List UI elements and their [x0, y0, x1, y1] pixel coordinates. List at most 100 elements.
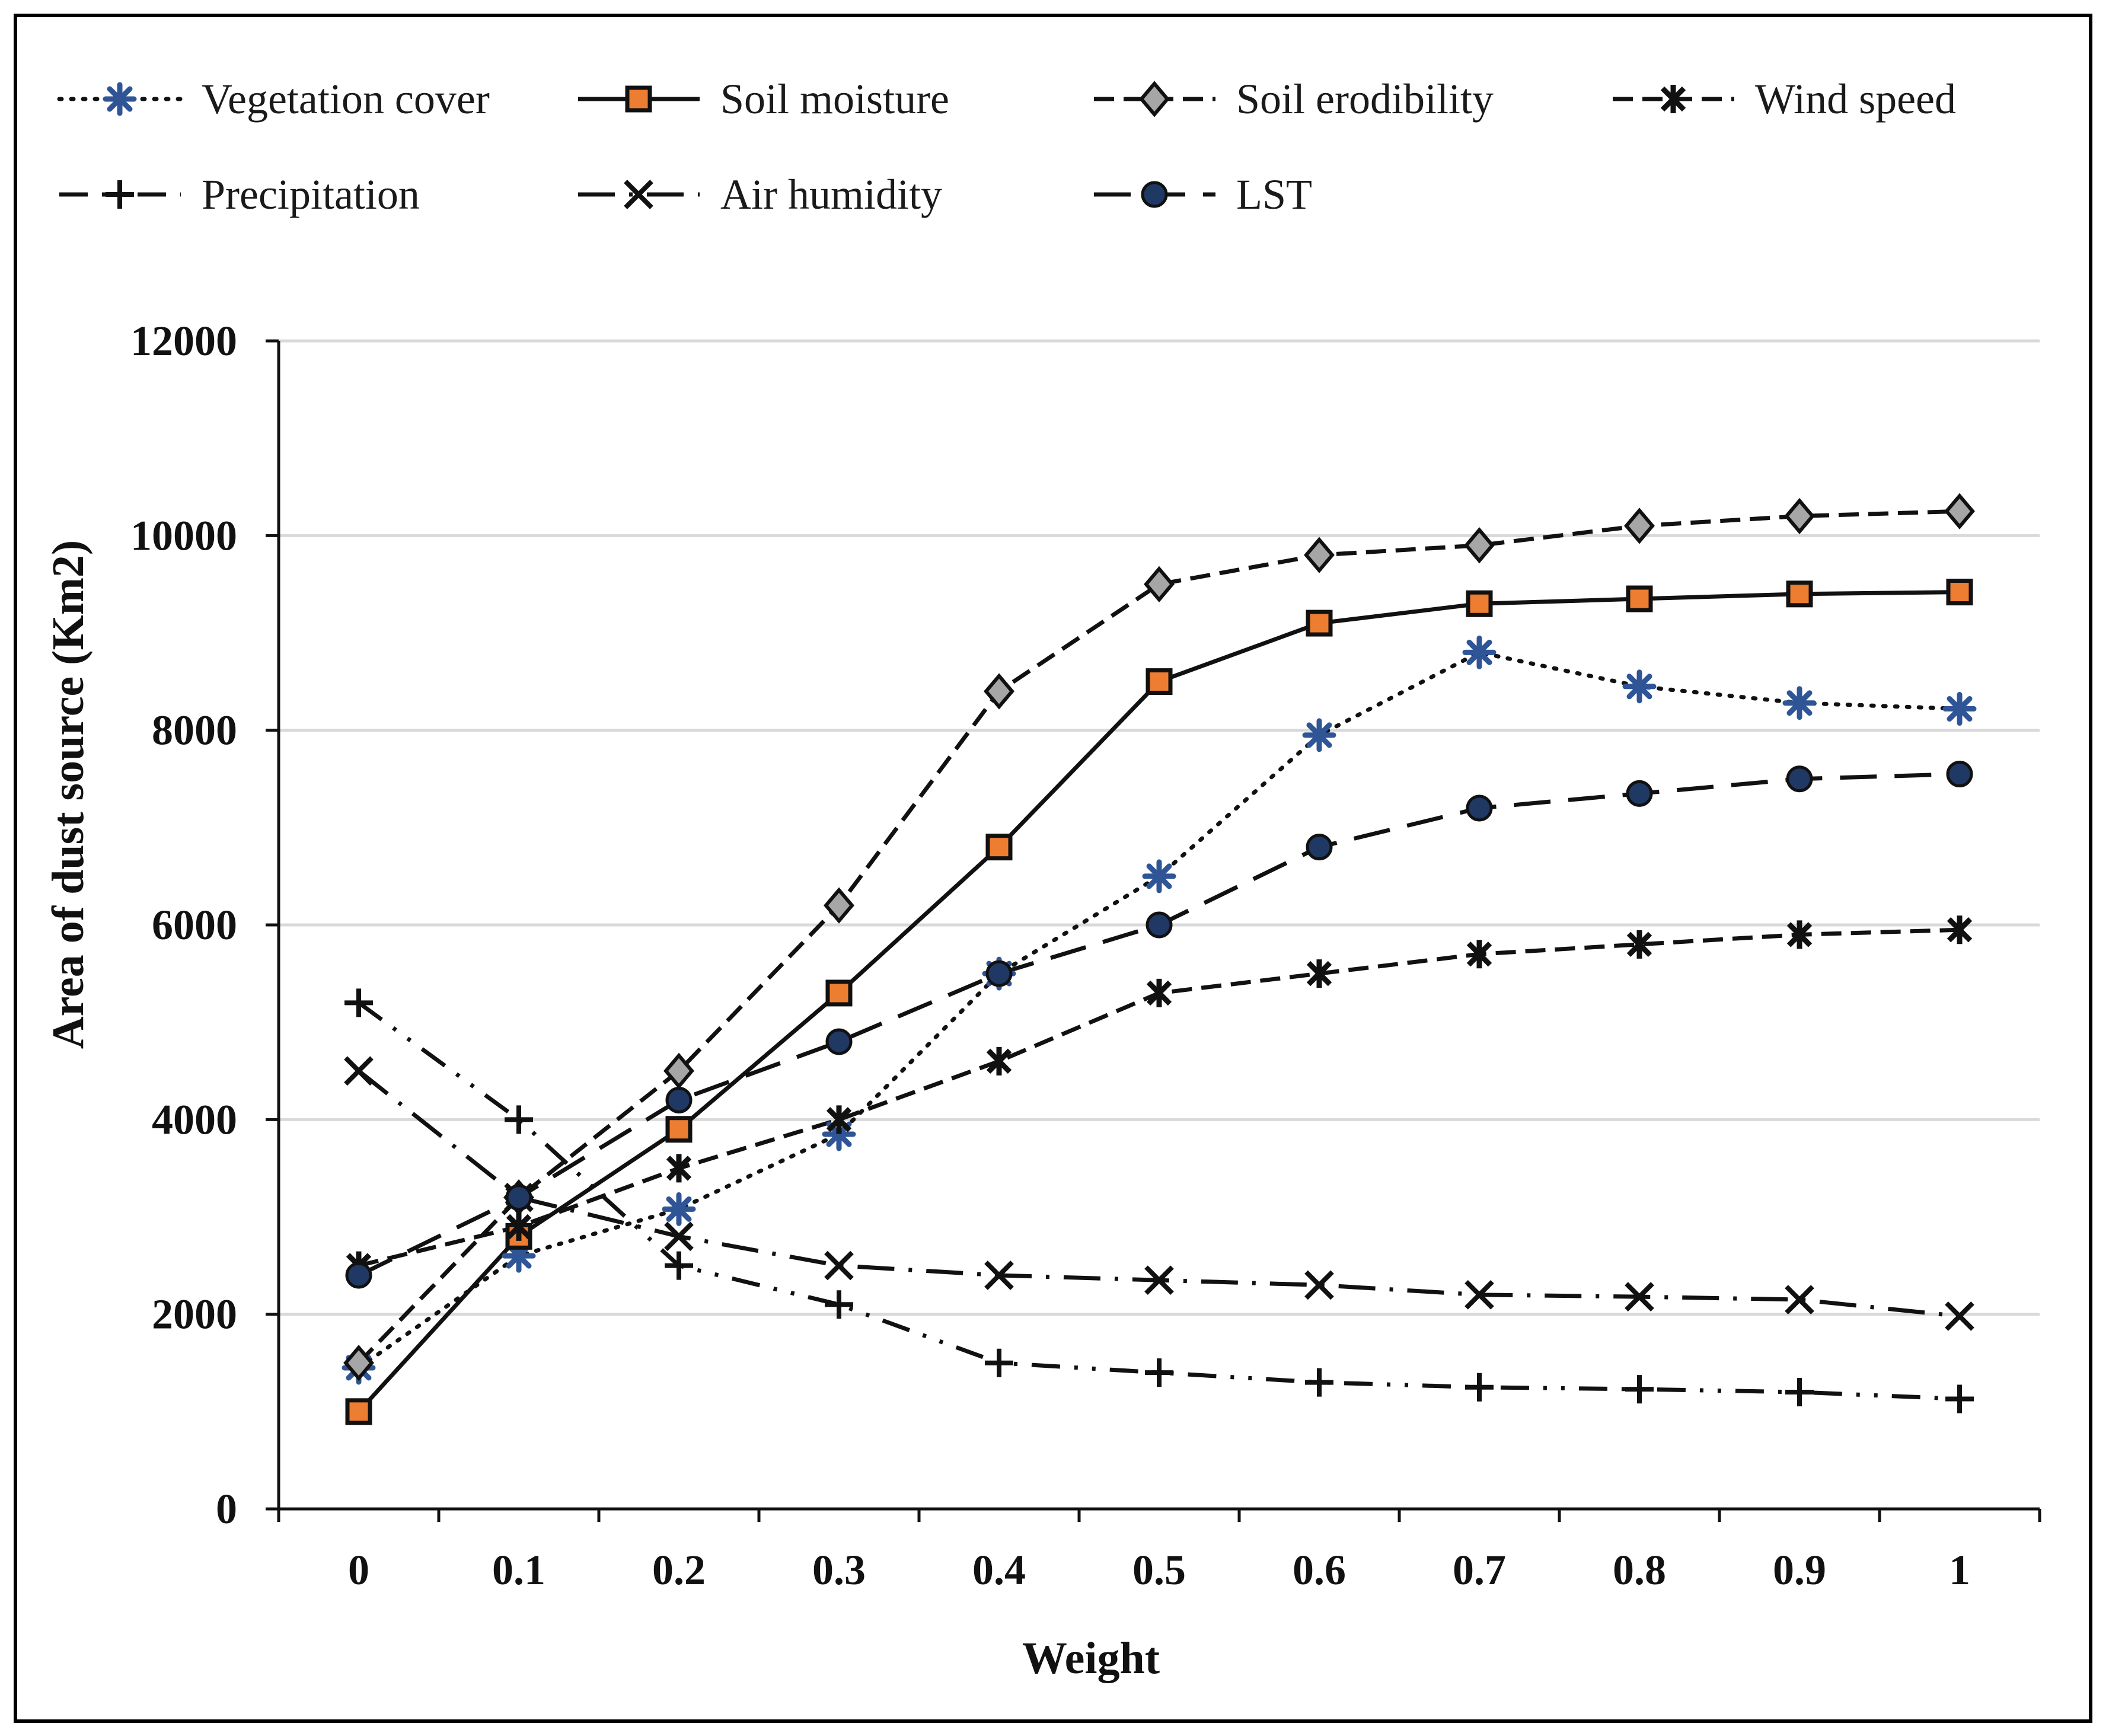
markers-air-humidity — [344, 1056, 1974, 1331]
data-point-soil-erodibility — [343, 1345, 374, 1381]
data-point-wind-speed — [986, 1046, 1012, 1076]
data-point-lst — [1146, 911, 1173, 939]
data-point-wind-speed — [1626, 930, 1652, 959]
data-point-air-humidity — [664, 1221, 694, 1252]
data-point-soil-moisture — [985, 834, 1013, 861]
data-point-lst — [345, 1262, 372, 1289]
x-tick-label: 0.9 — [1773, 1546, 1826, 1594]
legend-label: Precipitation — [202, 171, 420, 218]
data-point-lst — [1626, 780, 1653, 807]
legend-marker-lst — [1141, 181, 1168, 208]
data-point-precipitation — [1785, 1378, 1814, 1406]
axes — [266, 339, 2041, 1522]
data-point-vegetation-cover — [1942, 692, 1977, 726]
data-point-soil-moisture — [1306, 609, 1333, 637]
x-tick-label: 0.6 — [1293, 1546, 1346, 1594]
data-point-vegetation-cover — [502, 1239, 536, 1273]
data-point-precipitation — [1305, 1368, 1333, 1397]
data-point-soil-erodibility — [1784, 497, 1815, 535]
x-tick-label: 0.4 — [972, 1546, 1026, 1594]
data-point-soil-erodibility — [1144, 566, 1175, 603]
data-point-air-humidity — [344, 1056, 374, 1086]
data-point-soil-erodibility — [824, 887, 854, 924]
legend-marker-wind-speed — [1660, 85, 1686, 113]
data-point-air-humidity — [984, 1260, 1014, 1290]
series-line-soil-erodibility — [357, 509, 1960, 1365]
legend-marker-precipitation — [106, 180, 134, 209]
data-point-vegetation-cover — [822, 1117, 856, 1151]
markers-wind-speed — [346, 915, 1973, 1280]
legend-label: Soil erodibility — [1236, 75, 1494, 123]
data-point-wind-speed — [506, 1212, 532, 1241]
data-point-wind-speed — [1466, 940, 1492, 969]
data-point-soil-erodibility — [1304, 537, 1335, 573]
data-point-soil-erodibility — [1624, 508, 1655, 544]
y-tick-label: 12000 — [130, 317, 237, 365]
x-tick-label: 0.2 — [652, 1546, 706, 1594]
data-point-lst — [505, 1184, 532, 1211]
x-tick-label: 1 — [1949, 1546, 1970, 1594]
x-tick-label: 0.8 — [1613, 1546, 1666, 1594]
data-point-wind-speed — [1947, 915, 1973, 944]
data-point-precipitation — [1945, 1384, 1974, 1413]
data-point-wind-speed — [1786, 920, 1813, 949]
data-point-wind-speed — [1306, 959, 1332, 988]
data-point-precipitation — [825, 1290, 853, 1319]
data-point-precipitation — [344, 988, 373, 1017]
legend-marker-soil-erodibility — [1139, 81, 1170, 117]
data-point-soil-moisture — [1786, 580, 1813, 608]
data-point-lst — [825, 1028, 853, 1055]
data-point-vegetation-cover — [1782, 686, 1817, 720]
data-point-vegetation-cover — [662, 1192, 696, 1226]
y-tick-label: 4000 — [152, 1096, 237, 1143]
legend-label: LST — [1236, 171, 1312, 218]
data-point-air-humidity — [1304, 1270, 1334, 1300]
data-point-soil-erodibility — [984, 673, 1014, 710]
data-point-vegetation-cover — [1622, 669, 1657, 704]
data-point-soil-moisture — [345, 1398, 372, 1425]
legend-item-wind-speed: Wind speed — [1613, 75, 1956, 123]
data-point-precipitation — [1465, 1373, 1494, 1402]
data-point-air-humidity — [824, 1250, 854, 1281]
legend-marker-vegetation-cover — [103, 82, 137, 116]
legend: Vegetation cover Soil moisture Soil erodib… — [57, 75, 1956, 218]
legend-item-precipitation: Precipitation — [59, 171, 420, 218]
legend-label: Soil moisture — [720, 75, 949, 123]
legend-label: Wind speed — [1755, 75, 1956, 123]
markers-precipitation — [344, 988, 1974, 1413]
data-point-air-humidity — [1144, 1265, 1174, 1295]
data-point-air-humidity — [1785, 1285, 1814, 1314]
data-point-soil-erodibility — [663, 1052, 694, 1089]
data-point-wind-speed — [666, 1154, 692, 1183]
data-point-soil-moisture — [825, 979, 853, 1007]
data-point-lst — [1946, 761, 1973, 788]
data-point-soil-moisture — [1466, 590, 1493, 617]
legend-item-soil-moisture: Soil moisture — [578, 75, 949, 123]
data-point-lst — [665, 1087, 693, 1113]
x-tick-label: 0 — [348, 1546, 369, 1594]
data-point-air-humidity — [1465, 1280, 1494, 1310]
data-point-lst — [1466, 794, 1493, 822]
data-point-soil-erodibility — [1944, 493, 1975, 529]
data-point-soil-moisture — [1946, 579, 1973, 606]
data-point-lst — [985, 960, 1013, 987]
y-tick-label: 10000 — [130, 512, 237, 559]
markers — [342, 493, 1977, 1425]
data-point-precipitation — [1145, 1358, 1173, 1387]
data-point-vegetation-cover — [1302, 718, 1336, 752]
tick-labels: 0 2000 4000 6000 8000 10000 12000 0 0.1 0.2 0.3 0.4… — [130, 317, 1970, 1594]
data-point-lst — [1786, 765, 1813, 793]
figure-border — [14, 14, 2092, 1723]
legend-marker-air-humidity — [624, 180, 653, 209]
data-point-soil-moisture — [665, 1116, 693, 1143]
data-point-soil-moisture — [1626, 585, 1653, 612]
x-axis-title: Weight — [1022, 1633, 1160, 1683]
data-point-air-humidity — [1945, 1301, 1974, 1331]
legend-marker-soil-moisture — [625, 85, 652, 113]
x-tick-label: 0.1 — [492, 1546, 545, 1594]
y-axis-title: Area of dust source (Km2) — [43, 540, 93, 1049]
data-point-precipitation — [505, 1105, 533, 1134]
data-point-precipitation — [665, 1251, 693, 1280]
x-tick-label: 0.3 — [812, 1546, 866, 1594]
